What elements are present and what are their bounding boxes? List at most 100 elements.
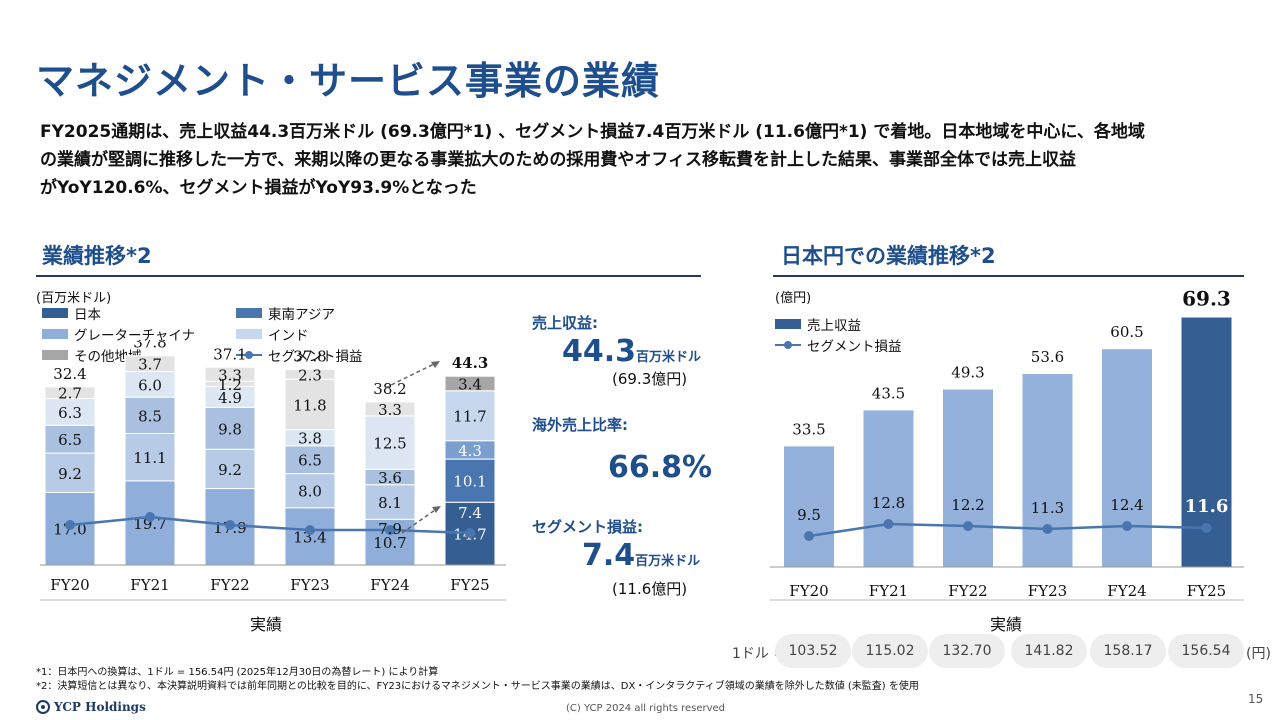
legend-gc-label: グレーターチャイナ — [74, 328, 196, 344]
bar-segment-FY23-4 — [284, 378, 336, 431]
legend-jpy-segment: セグメント損益 — [775, 335, 902, 355]
bar-segment-FY23-5 — [284, 368, 336, 380]
usd-stacked-bar-chart: 17.09.26.56.32.732.419.711.18.56.03.737.… — [40, 340, 506, 601]
bar-segment-FY22-2 — [204, 406, 256, 450]
legend-jpy-revenue-label: 売上収益 — [807, 318, 861, 334]
x-tick-FY21: FY21 — [130, 576, 169, 594]
footnote-2: *2：決算短信とは異なり、本決算説明資料では前年同期との比較を目的に、FY23に… — [36, 681, 919, 692]
legend-japan-label: 日本 — [74, 307, 101, 323]
left-axis-caption: 実績 — [250, 615, 283, 634]
jpy-segment-line — [808, 522, 1207, 538]
jpy-segment-label-FY24: 12.4 — [1110, 496, 1143, 514]
bar-segment-FY24-1 — [364, 484, 416, 520]
kpi-segment-jpy: (11.6億円) — [612, 580, 688, 598]
legend-segment-swatch — [236, 350, 262, 360]
fx-rate-fy25: 156.54 — [1168, 634, 1244, 668]
segment-profit-line — [69, 515, 471, 535]
legend-segment-label: セグメント損益 — [268, 349, 363, 365]
fx-rate-fy20: 103.52 — [775, 634, 851, 668]
jpy-segment-label-FY21: 12.8 — [872, 494, 905, 512]
bar-label-FY24-1: 8.1 — [378, 494, 402, 512]
bar-label-FY21-2: 8.5 — [138, 407, 162, 425]
bar-segment-FY23-0 — [284, 507, 336, 566]
right-section-rule — [773, 275, 1244, 277]
x-tick-FY23: FY23 — [290, 576, 329, 594]
right-unit-label: (億円) — [775, 291, 812, 306]
bar-label-FY22-1: 9.2 — [218, 461, 242, 479]
jpy-x-tick-FY22: FY22 — [948, 582, 987, 600]
kpi-segment-unit: 百万米ドル — [635, 554, 701, 569]
summary-line-3: がYoY120.6%、セグメント損益がYoY93.9%となった — [40, 178, 477, 198]
jpy-segment-point-FY20 — [804, 531, 814, 541]
bar-label-FY25-4: 3.4 — [458, 375, 482, 393]
bar-label-FY24-3: 12.5 — [373, 435, 406, 453]
bar-segment-FY20-4 — [44, 386, 96, 399]
bar-segment-FY21-3 — [124, 371, 176, 398]
bar-label-FY25-3: 11.7 — [453, 408, 486, 426]
bar-segment-FY25-4 — [444, 375, 496, 392]
page-title: マネジメント・サービス事業の業績 — [36, 59, 661, 103]
left-section-rule — [36, 275, 701, 277]
left-unit-label: (百万米ドル) — [36, 291, 112, 306]
company-name: YCP Holdings — [54, 700, 146, 714]
bar-label-FY25-2: 4.3 — [458, 442, 482, 460]
segment-point-FY23 — [305, 525, 315, 535]
segment-point-FY21 — [145, 512, 155, 522]
bar-segment-FY21-0 — [124, 480, 176, 566]
segment-point-FY24 — [385, 525, 395, 535]
jpy-bar-FY21 — [863, 410, 914, 567]
bar-label-FY21-0: 19.7 — [133, 515, 166, 533]
jpy-bar-FY24 — [1102, 349, 1152, 567]
jpy-revenue-label-FY25: 69.3 — [1182, 290, 1231, 311]
jpy-segment-point-FY22 — [963, 521, 973, 531]
kpi-revenue-value: 44.3百万米ドル — [562, 334, 701, 369]
left-section-title: 業績推移*2 — [42, 244, 152, 268]
kpi-segment-label: セグメント損益: — [532, 518, 643, 536]
legend-jpy-revenue-swatch — [775, 319, 801, 329]
legend-japan: 日本 — [42, 303, 101, 323]
kpi-revenue-unit: 百万米ドル — [636, 350, 702, 365]
jpy-revenue-label-FY22: 49.3 — [951, 364, 984, 382]
total-label-FY20: 32.4 — [53, 365, 86, 383]
fx-label: 1ドル = — [732, 646, 786, 662]
jpy-x-tick-FY20: FY20 — [789, 582, 828, 600]
total-label-FY23: 37.8 — [293, 347, 326, 365]
kpi-segment-number: 7.4 — [582, 538, 636, 573]
legend-jpy-segment-swatch — [775, 340, 801, 350]
jpy-revenue-label-FY24: 60.5 — [1110, 323, 1143, 341]
bar-segment-FY20-1 — [44, 452, 96, 493]
legend-sea-label: 東南アジア — [268, 307, 335, 323]
jpy-segment-point-FY21 — [883, 519, 894, 529]
jpy-bar-FY20 — [784, 446, 834, 567]
bar-segment-FY24-3 — [364, 415, 416, 470]
fx-unit: (円) — [1246, 646, 1271, 662]
total-label-FY22: 37.1 — [213, 345, 246, 363]
jpy-x-tick-FY24: FY24 — [1107, 582, 1146, 600]
jpy-revenue-label-FY23: 53.6 — [1031, 348, 1064, 366]
jpy-revenue-label-FY21: 43.5 — [872, 384, 905, 402]
segment-point-FY22 — [225, 520, 235, 530]
summary-line-2: の業績が堅調に推移した一方で、来期以降の更なる事業拡大のための採用費やオフィス移… — [40, 150, 1076, 170]
segment-arrowhead — [432, 506, 441, 513]
logo-icon — [36, 700, 50, 714]
bar-segment-FY21-4 — [124, 355, 176, 373]
bar-segment-FY21-2 — [124, 396, 176, 434]
segment-point-FY20 — [65, 520, 75, 530]
bar-label-FY23-3: 3.8 — [298, 430, 322, 448]
total-arrow — [384, 361, 439, 389]
summary-line-1: FY2025通期は、売上収益44.3百万米ドル (69.3億円*1) 、セグメン… — [40, 122, 1145, 142]
bar-label-FY21-1: 11.1 — [133, 449, 166, 467]
jpy-bar-chart: 33.5 9.5 43.5 12.8 49.3 12.2 53.6 11.3 60.5 12.4 6… — [770, 290, 1244, 601]
total-arrowhead — [431, 361, 440, 368]
bar-label-FY20-3: 6.3 — [58, 404, 82, 422]
bar-segment-FY23-1 — [284, 473, 336, 509]
legend-sea-swatch — [236, 308, 262, 318]
bar-label-FY20-1: 9.2 — [58, 465, 82, 483]
fx-rate-fy23: 141.82 — [1011, 634, 1087, 668]
legend-india-swatch — [236, 329, 262, 339]
bar-segment-FY22-5 — [204, 366, 256, 382]
legend-india-label: インド — [268, 328, 309, 344]
jpy-x-tick-FY25: FY25 — [1187, 582, 1226, 600]
fx-rate-fy21: 115.02 — [852, 634, 928, 668]
legend-other-swatch — [42, 350, 68, 360]
